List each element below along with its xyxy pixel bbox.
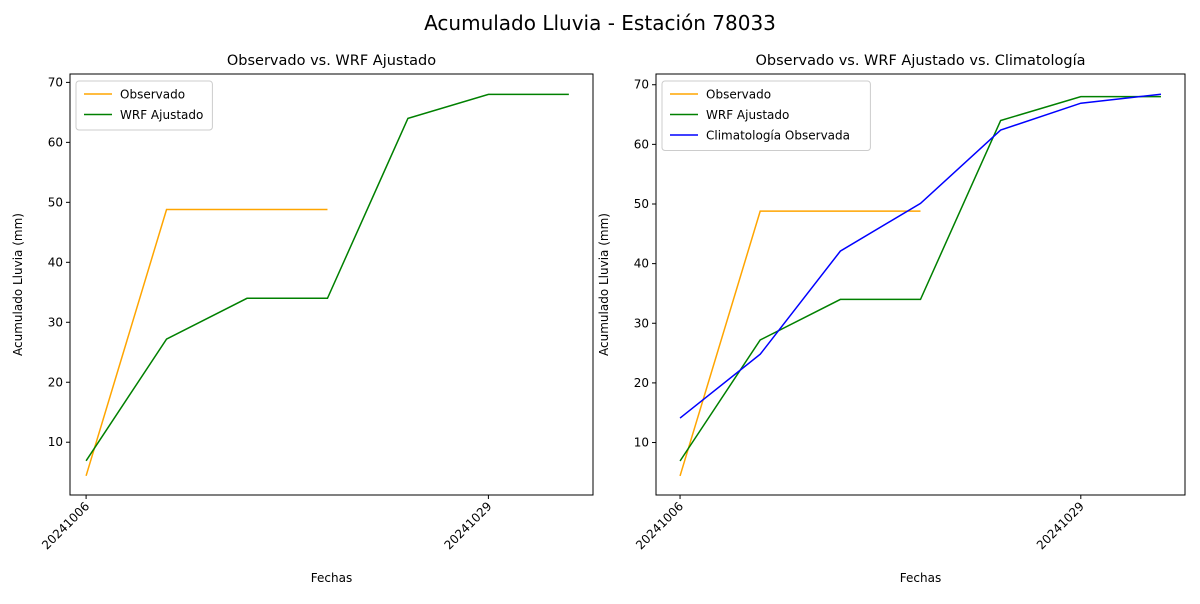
x-axis-label: Fechas (311, 571, 352, 585)
series-line (679, 95, 1161, 462)
y-axis-label: Acumulado Lluvia (mm) (597, 213, 611, 356)
y-tick-label: 40 (48, 255, 63, 269)
y-tick-label: 20 (634, 376, 649, 390)
y-tick-label: 10 (48, 435, 63, 449)
legend-label: Observado (706, 88, 771, 102)
legend-label: WRF Ajustado (120, 108, 203, 122)
y-tick-label: 50 (634, 197, 649, 211)
x-tick-label: 20241006 (39, 499, 92, 552)
y-tick-label: 30 (48, 315, 63, 329)
axes-frame (655, 73, 1186, 496)
y-tick-label: 30 (634, 316, 649, 330)
axes-frame (69, 73, 594, 496)
axes-title: Observado vs. WRF Ajustado vs. Climatolo… (756, 53, 1086, 69)
y-tick-label: 60 (634, 137, 649, 151)
series-line (85, 93, 569, 462)
series-line (679, 93, 1162, 419)
y-tick-label: 60 (48, 135, 63, 149)
y-tick-label: 40 (634, 257, 649, 271)
y-tick-label: 20 (48, 375, 63, 389)
series-line (85, 208, 328, 477)
legend-label: WRF Ajustado (706, 108, 789, 122)
y-axis-label: Acumulado Lluvia (mm) (11, 213, 25, 356)
x-tick-label: 20241029 (1034, 499, 1087, 552)
y-tick-label: 10 (634, 436, 649, 450)
figure-title: Acumulado Lluvia - Estación 78033 (424, 11, 776, 35)
x-tick-label: 20241029 (441, 499, 494, 552)
series-line (679, 210, 921, 477)
x-axis-label: Fechas (900, 571, 941, 585)
y-tick-label: 70 (634, 78, 649, 92)
y-tick-label: 50 (48, 195, 63, 209)
legend-label: Climatología Observada (706, 129, 850, 143)
legend-box (661, 80, 871, 151)
axes-title: Observado vs. WRF Ajustado (227, 53, 436, 69)
legend-label: Observado (120, 88, 185, 102)
x-tick-label: 20241006 (633, 499, 686, 552)
y-tick-label: 70 (48, 75, 63, 89)
